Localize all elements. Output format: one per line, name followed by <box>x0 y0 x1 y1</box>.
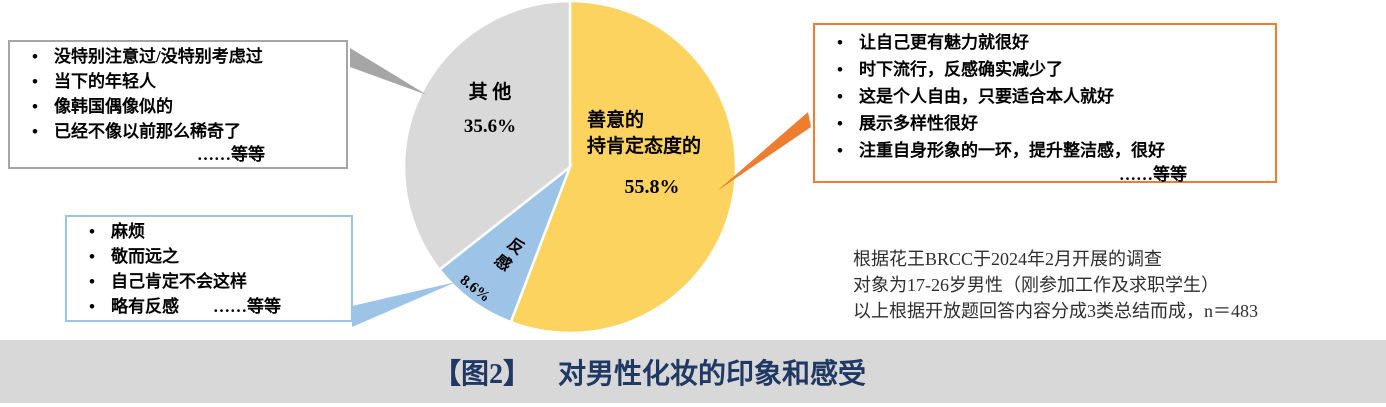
list-item-text: 注重自身形象的一环，提升整洁感，很好 <box>859 141 1165 160</box>
list-item-text: 麻烦 <box>111 222 145 241</box>
list-item: • 敬而远之 <box>67 244 351 269</box>
list-item-text: 这是个人自由，只要适合本人就好 <box>859 87 1114 106</box>
callout-other-list: • 没特别注意过/没特别考虑过 • 当下的年轻人 • 像韩国偶像似的 • 已经不像以前那么稀奇… <box>10 44 346 144</box>
bullet-icon: • <box>32 122 38 141</box>
list-item-text: 敬而远之 <box>111 247 179 266</box>
bullet-icon: • <box>837 141 843 160</box>
callout-positive-list: • 让自己更有魅力就很好 • 时下流行，反感确实减少了 • 这是个人自由，只要适合本人就好… <box>815 29 1275 164</box>
bullet-icon: • <box>89 247 95 266</box>
list-item-text: 自己肯定不会这样 <box>111 272 247 291</box>
list-item-text: 当下的年轻人 <box>54 72 156 91</box>
list-item: 对象为17-26岁男性（刚参加工作及求职学生） <box>853 275 1219 295</box>
list-item: 根据花王BRCC于2024年2月开展的调查 <box>853 249 1163 269</box>
list-item: • 这是个人自由，只要适合本人就好 <box>815 83 1275 110</box>
list-item-text: 已经不像以前那么稀奇了 <box>54 122 241 141</box>
list-item-text: 没特别注意过/没特别考虑过 <box>54 47 263 66</box>
list-item-text: 展示多样性很好 <box>859 114 978 133</box>
slice-label-positive-line1: 善意的 <box>587 110 645 131</box>
slice-value-positive: 55.8% <box>624 176 680 198</box>
bullet-icon: • <box>89 272 95 291</box>
list-item: 以上根据开放题回答内容分成3类总结而成，n＝483 <box>853 301 1258 321</box>
callout-other: • 没特别注意过/没特别考虑过 • 当下的年轻人 • 像韩国偶像似的 • 已经不像以前那么稀奇… <box>8 40 348 169</box>
bullet-icon: • <box>32 97 38 116</box>
callout-negative-list: • 麻烦 • 敬而远之 • 自己肯定不会这样 • 略有反感 ……等等 <box>67 219 351 319</box>
leader-line-positive <box>717 112 811 191</box>
list-item: • 当下的年轻人 <box>10 69 346 94</box>
leader-line-other <box>350 48 427 95</box>
slice-label-positive: 善意的 持肯定态度的 <box>587 108 701 160</box>
bullet-icon: • <box>837 87 843 106</box>
list-item-text: 像韩国偶像似的 <box>54 97 173 116</box>
list-item-text: 让自己更有魅力就很好 <box>859 33 1029 52</box>
list-item: • 像韩国偶像似的 <box>10 94 346 119</box>
slice-label-other: 其 他 <box>468 82 512 103</box>
leader-line-negative <box>352 282 456 327</box>
bullet-icon: • <box>32 47 38 66</box>
list-item: • 自己肯定不会这样 <box>67 269 351 294</box>
pie-slice-other <box>402 0 572 272</box>
bullet-icon: • <box>89 222 95 241</box>
slice-value-other: 35.6% <box>463 116 517 137</box>
callout-negative: • 麻烦 • 敬而远之 • 自己肯定不会这样 • 略有反感 ……等等 <box>65 215 353 322</box>
callout-other-etc: ……等等 <box>197 145 265 164</box>
list-item-text: 略有反感 ……等等 <box>111 297 281 316</box>
list-item: • 略有反感 ……等等 <box>67 294 351 319</box>
bullet-icon: • <box>32 72 38 91</box>
bullet-icon: • <box>837 33 843 52</box>
pie-slice-positive <box>509 0 738 335</box>
list-item: • 麻烦 <box>67 219 351 244</box>
figure-tag: 【图2】 <box>433 358 532 390</box>
callout-positive: • 让自己更有魅力就很好 • 时下流行，反感确实减少了 • 这是个人自由，只要适合本人就好… <box>813 23 1277 184</box>
list-item: • 已经不像以前那么稀奇了 <box>10 119 346 144</box>
bullet-icon: • <box>89 297 95 316</box>
list-item: • 没特别注意过/没特别考虑过 <box>10 44 346 69</box>
figure-title: 对男性化妆的印象和感受 <box>558 358 867 390</box>
footer-bar: 【图2】 对男性化妆的印象和感受 <box>0 340 1386 403</box>
survey-note: 根据花王BRCC于2024年2月开展的调查对象为17-26岁男性（刚参加工作及求… <box>853 246 1258 324</box>
list-item: • 时下流行，反感确实减少了 <box>815 56 1275 83</box>
slice-label-positive-line2: 持肯定态度的 <box>587 136 702 157</box>
callout-positive-etc: ……等等 <box>1119 165 1187 184</box>
list-item-text: 时下流行，反感确实减少了 <box>859 60 1063 79</box>
pie-slice-negative <box>437 163 573 324</box>
bullet-icon: • <box>837 60 843 79</box>
list-item: • 展示多样性很好 <box>815 110 1275 137</box>
bullet-icon: • <box>837 114 843 133</box>
list-item: • 注重自身形象的一环，提升整洁感，很好 <box>815 137 1275 164</box>
list-item: • 让自己更有魅力就很好 <box>815 29 1275 56</box>
